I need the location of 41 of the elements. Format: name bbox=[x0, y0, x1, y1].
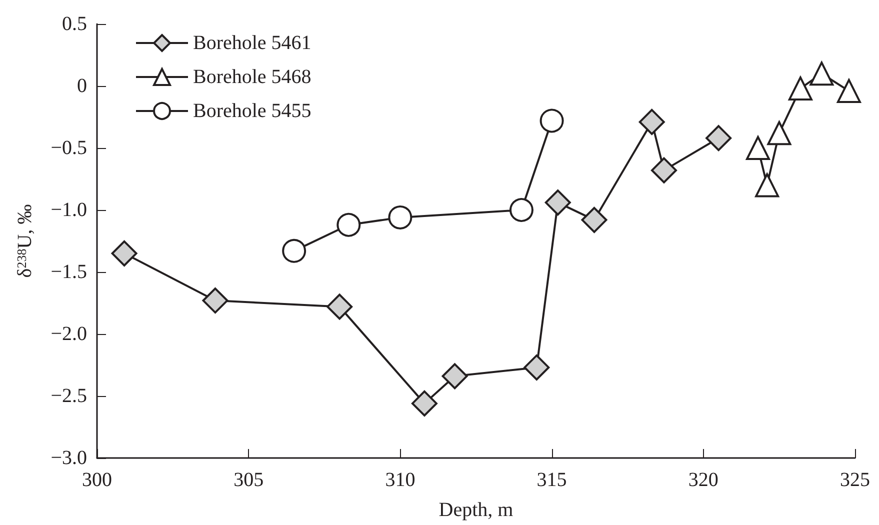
point bbox=[581, 206, 608, 233]
y-axis-title: δ238U, ‰ bbox=[14, 204, 36, 278]
point bbox=[524, 354, 550, 380]
x-tick-label: 300 bbox=[82, 469, 112, 491]
point bbox=[544, 190, 571, 216]
point bbox=[810, 62, 834, 86]
x-tick-label: 310 bbox=[385, 469, 416, 491]
x-tick-label: 320 bbox=[688, 469, 718, 491]
x-tick-label: 305 bbox=[234, 469, 264, 491]
point bbox=[336, 212, 361, 237]
x-tick-label: 315 bbox=[536, 469, 567, 491]
y-tick-label: −1.5 bbox=[50, 261, 87, 283]
y-tick-label: −2.0 bbox=[50, 323, 87, 345]
point bbox=[202, 288, 228, 314]
point bbox=[540, 108, 564, 133]
point bbox=[767, 121, 792, 146]
point bbox=[755, 173, 780, 198]
point bbox=[706, 125, 732, 152]
legend-label: Borehole 5455 bbox=[193, 100, 312, 122]
y-tick-label: −2.5 bbox=[50, 385, 87, 407]
y-tick-label: 0 bbox=[77, 75, 87, 97]
y-tick-label: −0.5 bbox=[50, 137, 87, 159]
point bbox=[638, 108, 665, 135]
point bbox=[510, 198, 534, 222]
point bbox=[746, 136, 770, 160]
point bbox=[111, 240, 138, 266]
y-tick-label: −1.0 bbox=[50, 199, 87, 221]
point bbox=[788, 76, 812, 100]
point bbox=[282, 238, 306, 263]
point bbox=[326, 294, 353, 320]
point bbox=[650, 157, 677, 184]
y-tick-label: 0.5 bbox=[62, 13, 87, 35]
y-tick-label: −3.0 bbox=[50, 447, 87, 469]
legend-label: Borehole 5468 bbox=[193, 66, 312, 88]
point bbox=[442, 363, 468, 390]
point bbox=[411, 390, 438, 416]
legend-label: Borehole 5461 bbox=[193, 32, 312, 54]
x-axis-title: Depth, m bbox=[438, 499, 514, 521]
point bbox=[836, 78, 861, 103]
x-tick-label: 325 bbox=[840, 469, 870, 491]
point bbox=[388, 205, 412, 230]
